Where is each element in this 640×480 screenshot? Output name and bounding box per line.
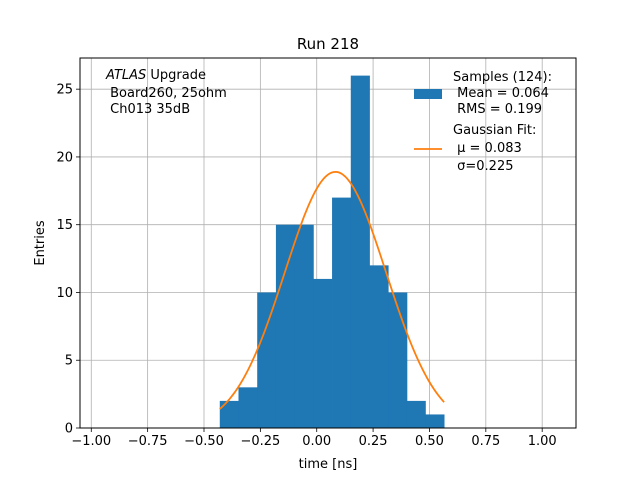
annotation-line-2: Board260, 25ohm [106,86,227,101]
histogram-bar [313,278,333,428]
histogram-bar [425,414,445,428]
y-tick-label: 0 [65,422,73,437]
legend-rms-line: RMS = 0.199 [453,102,542,117]
legend-sigma-line: σ=0.225 [453,159,513,174]
annotation-upgrade: Upgrade [146,68,206,83]
x-tick-label: 0.00 [302,434,331,449]
x-tick-label: 0.50 [415,434,444,449]
histogram-bar [332,197,352,428]
histogram-bar [219,400,239,428]
histogram-bar [294,224,314,428]
histogram-bar [275,224,296,428]
y-tick-label: 25 [56,83,73,98]
legend-mean-line: Mean = 0.064 [453,86,549,101]
x-tick-label: −1.00 [71,434,111,449]
y-tick-label: 20 [56,150,73,165]
annotation-line-3: Ch013 35dB [106,102,190,117]
y-tick-label: 15 [56,218,73,233]
legend-fit-label: Gaussian Fit: [453,123,536,138]
histogram-bar [369,265,389,428]
legend-histogram-patch [414,89,442,99]
y-tick-label: 10 [56,286,73,301]
x-tick-label: −0.50 [184,434,224,449]
axis-ticks: −1.00 −0.75 −0.50 −0.25 0.00 0.25 0.50 0.75 1.00… [56,83,556,449]
annotation-line-1: ATLAS Upgrade [105,68,206,83]
legend-samples-label: Samples (124): [453,70,552,85]
y-tick-label: 5 [65,354,73,369]
axes-frame [79,57,577,429]
gaussian-fit-curve [219,170,445,410]
chart-title: Run 218 [297,35,359,53]
x-tick-label: 1.00 [528,434,557,449]
x-tick-label: −0.75 [128,434,168,449]
x-tick-label: −0.25 [240,434,280,449]
legend-mu-line: μ = 0.083 [453,141,522,156]
atlas-annotation: ATLAS Upgrade Board260, 25ohm Ch013 35dB [105,68,227,117]
legend: Samples (124): Mean = 0.064 RMS = 0.199 … [414,70,552,174]
y-axis-label: Entries [33,220,48,266]
histogram-bar [388,292,408,428]
histogram-bar [238,387,258,428]
x-tick-label: 0.75 [471,434,500,449]
grid [80,58,576,429]
histogram-bar [350,75,370,428]
histogram-bar [257,292,277,428]
x-tick-label: 0.25 [359,434,388,449]
histogram-bars [219,75,445,428]
x-axis-label: time [ns] [299,457,358,472]
annotation-atlas: ATLAS [105,68,146,83]
histogram-bar [406,400,426,428]
